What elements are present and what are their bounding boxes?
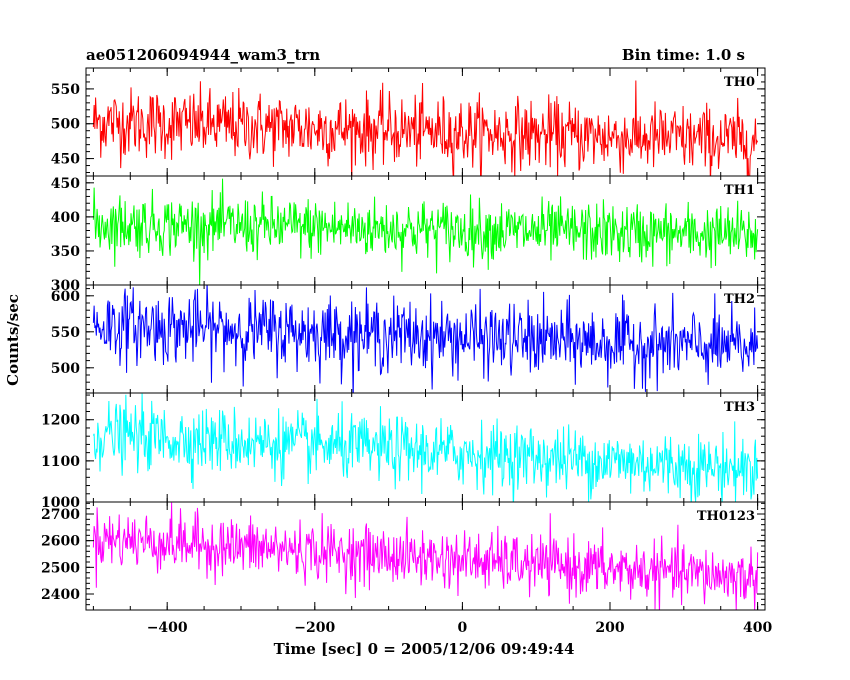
y-axis-label: Counts/sec (4, 294, 22, 386)
panel-label-th2: TH2 (724, 292, 755, 307)
panel-label-th0: TH0 (724, 75, 755, 90)
y-tick-label: 300 (51, 278, 80, 294)
y-tick-label: 2700 (41, 507, 80, 523)
y-tick-label: 2600 (41, 534, 80, 550)
y-tick-label: 450 (51, 152, 80, 168)
series-line-th0123 (92, 502, 759, 610)
panel-th1: 300 350 400 450 TH1 (51, 175, 766, 294)
panel-th2: 500 550 600 TH2 (51, 284, 766, 394)
x-tick-label: 200 (595, 620, 624, 636)
y-tick-label: 450 (51, 176, 80, 192)
y-tick-label: 500 (51, 361, 80, 377)
y-tick-label: 550 (51, 325, 80, 341)
y-tick-label: 500 (51, 117, 80, 133)
panel-label-th0123: TH0123 (697, 509, 755, 524)
x-axis: −400 −200 0 200 400 (147, 620, 773, 636)
x-tick-label: 400 (743, 620, 772, 636)
panel-frame (85, 501, 766, 611)
chart-title: ae051206094944_wam3_trn (86, 46, 320, 64)
y-tick-label: 1100 (41, 454, 80, 470)
x-axis-label: Time [sec] 0 = 2005/12/06 09:49:44 (274, 640, 575, 658)
y-tick-label: 350 (51, 244, 80, 260)
x-tick-label: −200 (294, 620, 335, 636)
panel-label-th1: TH1 (724, 183, 755, 198)
y-tick-label: 2500 (41, 560, 80, 576)
y-tick-label: 1200 (41, 413, 80, 429)
panels-group: 450 500 550 TH0 300 350 400 450 TH1 500 550 600 TH2 1… (41, 67, 766, 611)
panel-th3: 1000 1100 1200 TH3 (41, 392, 766, 511)
y-tick-label: 400 (51, 210, 80, 226)
panel-label-th3: TH3 (724, 400, 755, 415)
y-tick-label: 1000 (41, 495, 80, 511)
bin-time-label: Bin time: 1.0 s (622, 46, 745, 64)
x-tick-label: 0 (458, 620, 468, 636)
panel-th0123: 2400 2500 2600 2700 TH0123 (41, 501, 766, 611)
y-tick-label: 600 (51, 289, 80, 305)
series-line-th3 (92, 393, 759, 502)
x-tick-label: −400 (147, 620, 188, 636)
y-tick-label: 550 (51, 82, 80, 98)
y-tick-label: 2400 (41, 587, 80, 603)
panel-th0: 450 500 550 TH0 (51, 67, 766, 177)
series-line-th1 (92, 178, 759, 285)
series-line-th0 (92, 80, 759, 176)
series-line-th2 (92, 285, 759, 393)
